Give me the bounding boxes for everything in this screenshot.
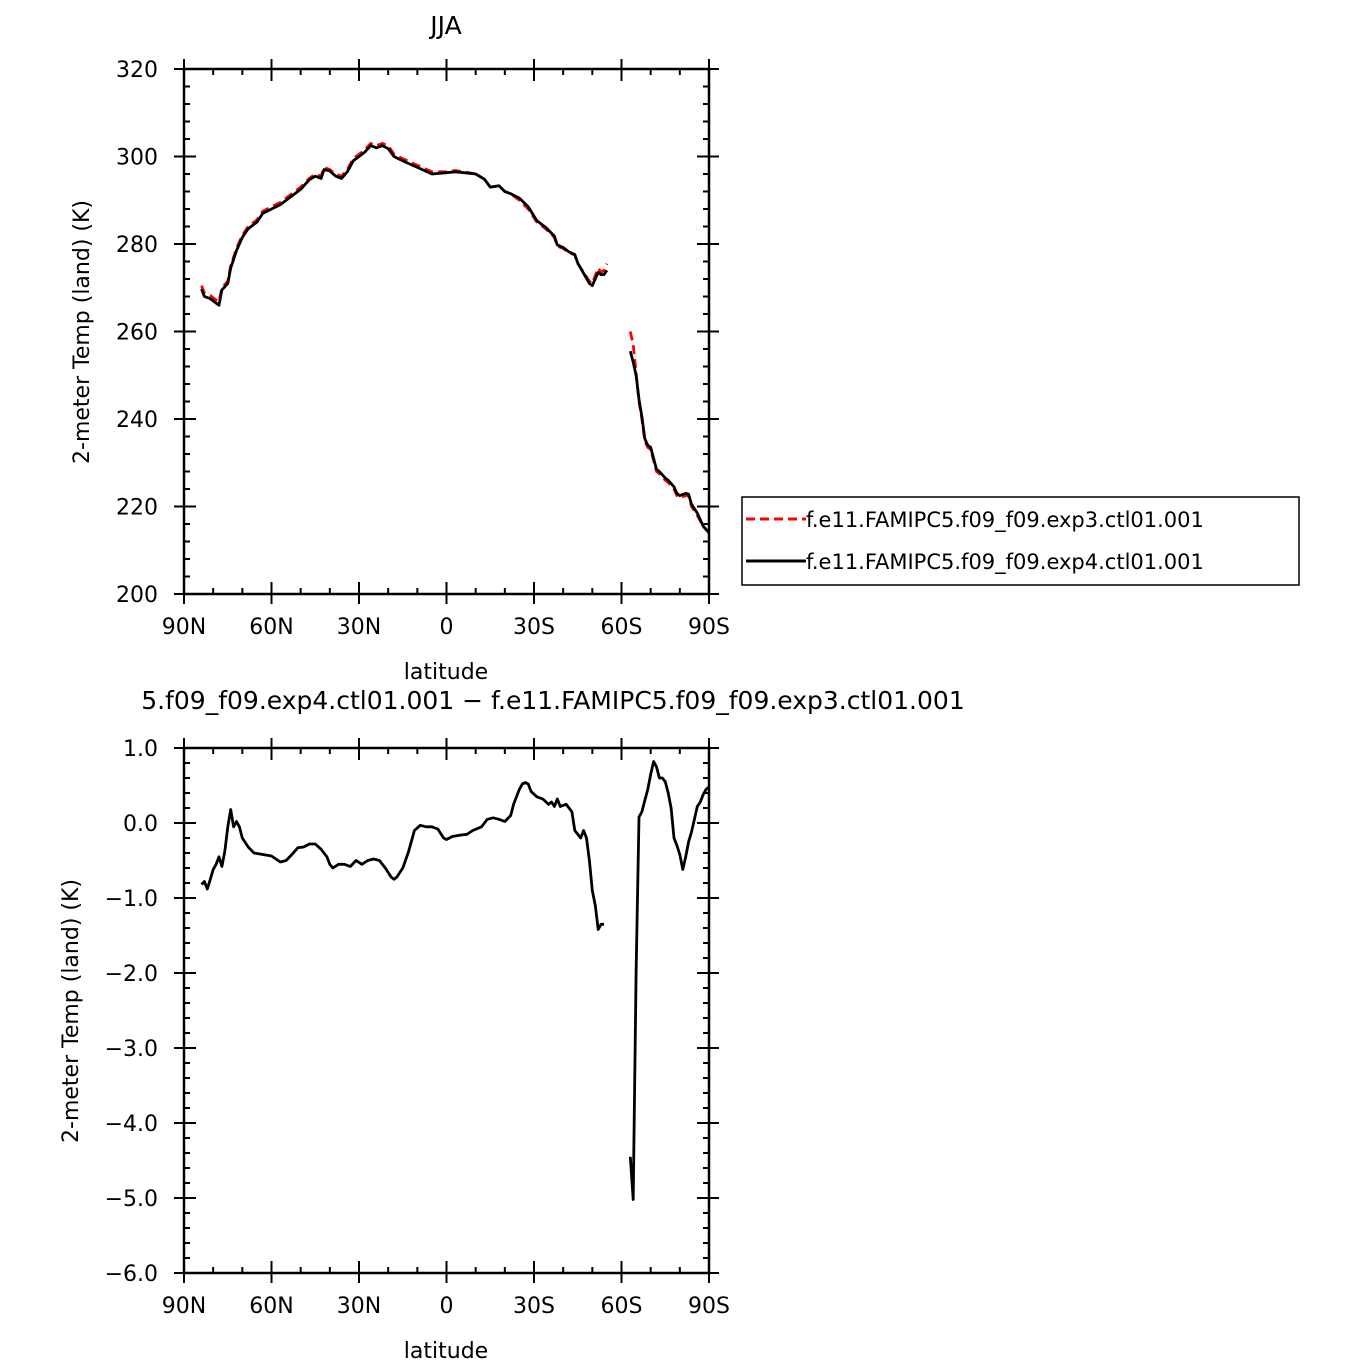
y-tick-label: 240 [116, 408, 158, 433]
series-line-1 [628, 331, 711, 534]
series-line-2 [628, 350, 711, 534]
data-lines [200, 141, 711, 534]
series-line-1 [200, 141, 609, 304]
difference-title: 5.f09_f09.exp4.ctl01.001 − f.e11.FAMIPC5… [141, 686, 964, 715]
y-tick-label: 220 [116, 496, 158, 521]
y-tick-label: 0.0 [123, 812, 158, 837]
panel-jja-temperature: JJA latitude 2-meter Temp (land) (K) 90N… [70, 11, 730, 685]
x-tick-label: 0 [440, 1294, 454, 1319]
y-tick-label: 1.0 [123, 737, 158, 762]
y-tick-label: 260 [116, 321, 158, 346]
x-tick-label: 60S [601, 1294, 643, 1319]
y-tick-label: −3.0 [105, 1037, 158, 1062]
x-axis-label: latitude [404, 660, 488, 685]
y-tick-label: 320 [116, 58, 158, 83]
plot-frame [182, 746, 711, 1275]
x-axis-label: latitude [404, 1339, 488, 1364]
x-tick-label: 30S [513, 615, 555, 640]
panel-difference: 5.f09_f09.exp4.ctl01.001 − f.e11.FAMIPC5… [59, 686, 965, 1364]
chart-title: JJA [428, 11, 461, 40]
y-tick-label: 200 [116, 583, 158, 608]
series-line-2 [200, 144, 609, 307]
x-tick-label: 90S [688, 1294, 730, 1319]
x-tick-label: 30N [337, 1294, 381, 1319]
x-tick-label: 60N [249, 615, 293, 640]
x-tick-label: 60S [601, 615, 643, 640]
x-tick-label: 60N [249, 1294, 293, 1319]
y-tick-label: −5.0 [105, 1187, 158, 1212]
x-tick-label: 90N [162, 1294, 206, 1319]
y-tick-label: −6.0 [105, 1262, 158, 1287]
legend-label-exp4: f.e11.FAMIPC5.f09_f09.exp4.ctl01.001 [806, 550, 1204, 575]
data-lines [200, 760, 710, 1201]
x-tick-label: 30N [337, 615, 381, 640]
axes-ticks: 90N 60N 30N 0 30S 60S 90S 200 220 240 260 280 300 320 [116, 58, 730, 640]
y-tick-label: −4.0 [105, 1112, 158, 1137]
y-tick-label: 300 [116, 146, 158, 171]
plot-frame [182, 67, 711, 596]
y-tick-label: −1.0 [105, 887, 158, 912]
y-axis-label: 2-meter Temp (land) (K) [70, 200, 95, 464]
series-line-1 [628, 760, 710, 1201]
x-tick-label: 0 [440, 615, 454, 640]
x-tick-label: 90S [688, 615, 730, 640]
axes-ticks: 90N 60N 30N 0 30S 60S 90S 1.0 0.0 −1.0 −2.0 −3.0 −4.… [105, 737, 730, 1319]
legend-label-exp3: f.e11.FAMIPC5.f09_f09.exp3.ctl01.001 [806, 508, 1204, 533]
y-tick-label: 280 [116, 233, 158, 258]
series-line-1 [200, 781, 604, 931]
y-axis-label: 2-meter Temp (land) (K) [59, 879, 84, 1143]
legend-box [741, 496, 1300, 586]
x-tick-label: 90N [162, 615, 206, 640]
y-tick-label: −2.0 [105, 962, 158, 987]
x-tick-label: 30S [513, 1294, 555, 1319]
legend: f.e11.FAMIPC5.f09_f09.exp3.ctl01.001 f.e… [741, 496, 1300, 586]
